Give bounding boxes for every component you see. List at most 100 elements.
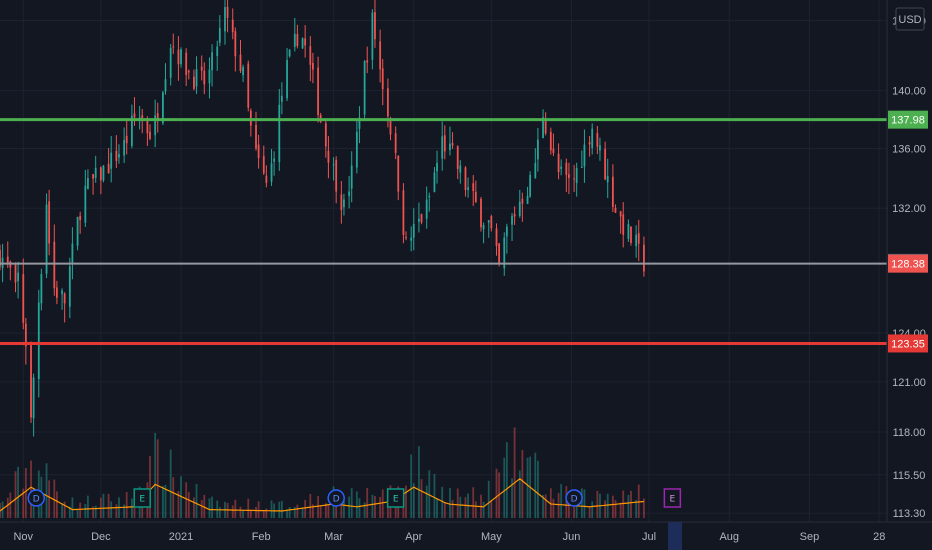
volume-bar — [363, 502, 366, 518]
candle-body — [48, 201, 51, 244]
earnings-marker[interactable]: E — [663, 488, 682, 508]
candle-body — [270, 163, 273, 182]
time-axis-panel[interactable] — [0, 522, 932, 550]
dividend-icon[interactable] — [327, 489, 345, 507]
candle-body — [22, 274, 25, 323]
volume-bar — [265, 508, 268, 518]
earnings-icon[interactable] — [663, 488, 682, 508]
candle-body — [324, 123, 327, 147]
price-tick-label: 121.00 — [892, 377, 926, 389]
candle-body — [565, 162, 568, 175]
volume-bar — [262, 510, 265, 518]
candle-body — [573, 178, 575, 180]
volume-bar — [588, 505, 591, 518]
dividend-marker[interactable]: D — [27, 489, 45, 507]
time-tick-label: Jul — [642, 531, 656, 543]
time-tick-label: Apr — [405, 531, 422, 543]
volume-bar — [513, 427, 516, 518]
candle-body — [552, 148, 555, 153]
volume-bar — [418, 446, 420, 518]
candle-body — [622, 214, 625, 235]
dividend-marker[interactable]: D — [565, 489, 583, 507]
volume-bar — [53, 479, 56, 518]
candle-body — [146, 119, 149, 134]
candle-body — [40, 274, 43, 304]
candle-body — [211, 52, 213, 71]
candle-body — [92, 174, 94, 179]
volume-bar — [472, 487, 475, 518]
volume-bar — [521, 449, 524, 518]
candle-body — [580, 166, 583, 168]
candle-body — [467, 187, 469, 190]
volume-bar — [30, 460, 32, 518]
earnings-marker[interactable]: E — [133, 488, 151, 508]
horizontal-levels[interactable] — [0, 118, 887, 345]
candle-body — [255, 124, 257, 149]
volume-bar — [92, 506, 94, 518]
candle-body — [366, 60, 369, 63]
candle-body — [133, 113, 136, 118]
candle-body — [115, 150, 118, 161]
volume-bar — [456, 488, 459, 518]
volume-bar — [443, 503, 446, 518]
volume-bar — [560, 484, 563, 518]
candle-body — [568, 174, 570, 178]
candle-body — [513, 214, 516, 217]
candle-body — [239, 54, 242, 71]
volume-bar — [327, 504, 330, 518]
candle-body — [627, 224, 630, 239]
volume-bar — [68, 506, 71, 518]
volume-bar — [79, 502, 82, 518]
volume-bar — [312, 504, 314, 518]
candle-body — [79, 215, 82, 221]
currency-box[interactable] — [895, 7, 925, 31]
dividend-icon[interactable] — [565, 489, 583, 507]
earnings-marker[interactable]: E — [386, 488, 405, 508]
candle-body — [45, 204, 48, 274]
volume-bar — [611, 495, 614, 518]
volume-bar — [48, 480, 51, 518]
time-tick-label: Feb — [252, 531, 271, 543]
volume-bar — [218, 507, 221, 518]
candle-body — [583, 144, 586, 167]
volume-bar — [420, 479, 423, 518]
dividend-marker[interactable]: D — [327, 489, 345, 507]
volume-bar — [149, 455, 151, 518]
candle-body — [84, 185, 87, 223]
volume-bar — [203, 494, 206, 518]
earnings-icon[interactable] — [386, 488, 405, 508]
candle-body — [231, 19, 234, 33]
candle-body — [195, 69, 198, 87]
candle-body — [472, 183, 475, 192]
candle-body — [428, 195, 431, 198]
time-tick-label: Sep — [800, 531, 820, 543]
candle-body — [387, 88, 389, 117]
currency-label: USD — [898, 14, 921, 26]
volume-bar — [459, 496, 462, 518]
candle-body — [304, 38, 307, 46]
candle-body — [637, 233, 640, 244]
dividend-icon[interactable] — [27, 489, 45, 507]
candle-body — [449, 143, 451, 151]
volume-bar — [280, 500, 283, 518]
earnings-icon[interactable] — [133, 488, 151, 508]
price-tick-label: 136.00 — [892, 144, 926, 156]
volume-bar — [526, 457, 529, 518]
candle-body — [332, 164, 335, 166]
price-tick-label: 115.50 — [893, 470, 926, 482]
time-tick-label: Mar — [324, 531, 343, 543]
candle-body — [99, 167, 102, 181]
volume-bar — [110, 501, 113, 518]
candle-body — [208, 69, 211, 84]
candlestick-series — [0, 0, 645, 437]
volume-bar — [596, 490, 599, 518]
volume-bar — [293, 506, 296, 518]
candle-body — [141, 115, 144, 121]
volume-bar — [154, 432, 157, 518]
volume-bar — [61, 503, 63, 518]
candle-body — [549, 131, 552, 151]
